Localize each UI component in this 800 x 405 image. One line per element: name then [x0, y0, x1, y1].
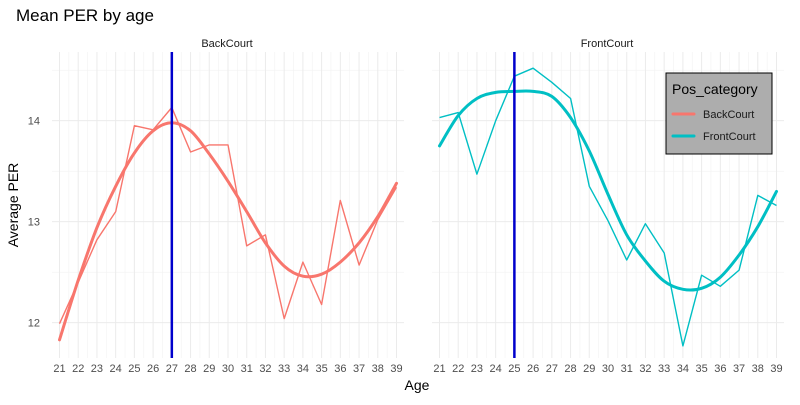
y-tick-label: 14 — [28, 116, 40, 128]
y-axis-label: Average PER — [5, 163, 21, 248]
x-tick-label: 31 — [241, 363, 253, 375]
x-tick-label: 36 — [714, 363, 726, 375]
x-tick-label: 34 — [297, 363, 309, 375]
x-tick-label: 29 — [203, 363, 215, 375]
series-line-frontcourt — [439, 67, 777, 347]
x-tick-label: 26 — [527, 363, 539, 375]
x-tick-label: 28 — [564, 363, 576, 375]
chart-title: Mean PER by age — [16, 6, 154, 25]
x-tick-label: 30 — [222, 363, 234, 375]
x-tick-label: 22 — [452, 363, 464, 375]
x-tick-label: 26 — [147, 363, 159, 375]
x-tick-label: 37 — [353, 363, 365, 375]
x-tick-label: 38 — [752, 363, 764, 375]
x-tick-label: 25 — [508, 363, 520, 375]
x-tick-label: 37 — [733, 363, 745, 375]
x-tick-label: 22 — [72, 363, 84, 375]
legend-label-backcourt: BackCourt — [703, 109, 754, 121]
x-tick-label: 21 — [433, 363, 445, 375]
x-tick-label: 21 — [53, 363, 65, 375]
x-tick-label: 39 — [770, 363, 782, 375]
x-tick-label: 32 — [259, 363, 271, 375]
legend-label-frontcourt: FrontCourt — [703, 131, 756, 143]
x-tick-label: 29 — [583, 363, 595, 375]
x-tick-label: 39 — [390, 363, 402, 375]
smooth-line-backcourt — [58, 121, 398, 342]
x-tick-label: 23 — [91, 363, 103, 375]
y-tick-label: 12 — [28, 318, 40, 330]
panel-backcourt: BackCourt 21 22 23 24 25 26 27 28 29 30 31 32 33 34 35… — [28, 38, 404, 375]
x-tick-label: 27 — [166, 363, 178, 375]
smooth-line-frontcourt — [438, 89, 778, 292]
x-tick-label: 25 — [128, 363, 140, 375]
panel-grid — [52, 52, 404, 358]
x-tick-label: 24 — [110, 363, 122, 375]
series-line-backcourt — [58, 106, 398, 324]
x-tick-label: 23 — [471, 363, 483, 375]
x-tick-label: 38 — [372, 363, 384, 375]
x-tick-label: 27 — [546, 363, 558, 375]
x-tick-label: 35 — [695, 363, 707, 375]
y-tick-label: 13 — [28, 217, 40, 229]
x-tick-label: 33 — [658, 363, 670, 375]
panel-strip-label: BackCourt — [201, 38, 252, 50]
x-tick-label: 30 — [602, 363, 614, 375]
x-tick-label: 24 — [490, 363, 502, 375]
x-tick-label: 31 — [621, 363, 633, 375]
legend-title: Pos_category — [672, 81, 758, 97]
panel-frontcourt: FrontCourt 21 22 23 24 25 26 27 28 29 30 31 32 33 34 3… — [432, 38, 784, 375]
x-tick-label: 35 — [315, 363, 327, 375]
legend: Pos_category BackCourt FrontCourt — [665, 72, 773, 155]
x-axis-label: Age — [405, 377, 430, 393]
panel-strip-label: FrontCourt — [581, 38, 634, 50]
x-tick-label: 33 — [278, 363, 290, 375]
x-tick-label: 36 — [334, 363, 346, 375]
x-tick-label: 34 — [677, 363, 689, 375]
x-tick-label: 32 — [639, 363, 651, 375]
x-tick-label: 28 — [184, 363, 196, 375]
